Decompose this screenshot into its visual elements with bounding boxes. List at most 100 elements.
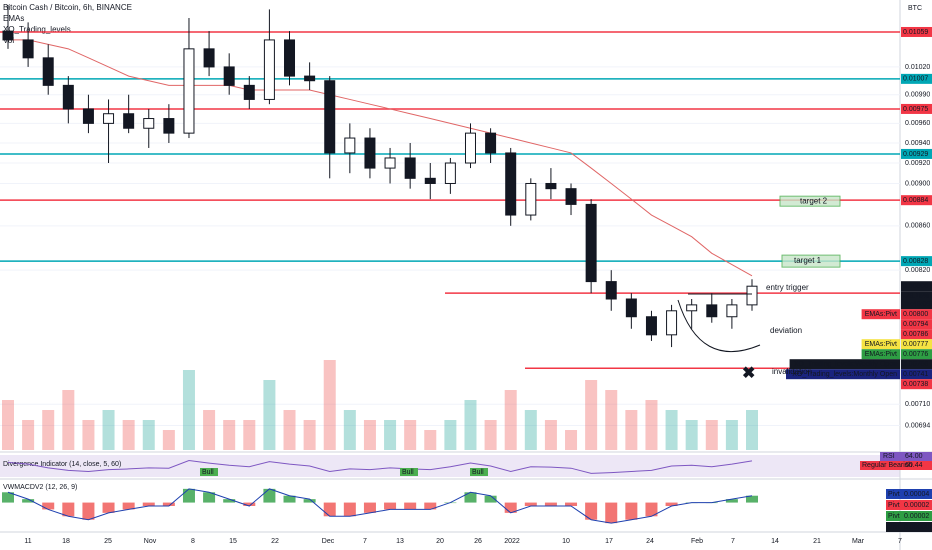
volume-bar <box>162 430 175 450</box>
price-tag-box <box>861 339 900 350</box>
candle-body <box>143 118 155 129</box>
y-tick-label: 0.00990 <box>905 92 930 99</box>
price-label-box <box>901 319 932 330</box>
volume-bar <box>645 400 658 450</box>
x-tick-label: 22 <box>271 538 279 545</box>
price-label: 0.01059 <box>903 29 928 36</box>
price-label: 0.00741 <box>903 371 928 378</box>
volume-bar <box>142 420 155 450</box>
candle-body <box>183 48 195 134</box>
candle-body <box>243 84 255 100</box>
legend-item: Vol <box>3 36 14 45</box>
macd-bar <box>524 502 537 506</box>
x-tick-label: 20 <box>436 538 444 545</box>
candle-body <box>666 310 678 336</box>
x-tick-label: 17 <box>605 538 613 545</box>
annotation: entry trigger <box>766 283 809 292</box>
rsi-title: Divergence Indicator (14, close, 5, 60) <box>3 461 121 468</box>
rsi-line <box>7 459 753 474</box>
price-label: 0.00738 <box>903 381 928 388</box>
volume-bar <box>384 420 397 450</box>
rsi-band <box>0 455 900 477</box>
y-tick-label: 0.01020 <box>905 64 930 71</box>
x-tick-label: Feb <box>691 538 703 545</box>
macd-tag: Pivt <box>888 502 900 509</box>
price-label: 0.00884 <box>903 197 928 204</box>
candle-body <box>726 304 738 318</box>
macd-label: 0.00004 <box>904 491 929 498</box>
x-tick-label: 8 <box>191 538 195 545</box>
candle-body <box>625 298 637 318</box>
price-label-box <box>901 256 932 267</box>
price-label-box <box>901 148 932 159</box>
volume-bar <box>343 410 356 450</box>
price-label-box <box>901 26 932 37</box>
bull-tag: Bull <box>202 469 214 476</box>
volume-bar <box>303 420 316 450</box>
price-label: 0.00929 <box>903 151 928 158</box>
bull-tag: Bull <box>402 469 414 476</box>
y-tick-label: 0.00820 <box>905 267 930 274</box>
macd-label: 0.00002 <box>904 513 929 520</box>
candle-body <box>62 84 74 110</box>
candle-body <box>384 157 396 169</box>
macd-title: VWMACDV2 (12, 26, 9) <box>3 484 77 491</box>
macd-bar <box>565 502 578 506</box>
x-tick-label: 13 <box>396 538 404 545</box>
macd-label-box <box>886 511 932 521</box>
x-tick-label: Dec <box>322 538 335 545</box>
ema-line <box>8 39 753 277</box>
candle-body <box>364 137 376 169</box>
volume-bar <box>725 420 738 450</box>
price-label-box <box>901 73 932 84</box>
macd-bar <box>82 502 95 520</box>
macd-bar <box>424 502 437 510</box>
macd-bar <box>746 495 758 503</box>
price-tag-box <box>786 369 900 380</box>
volume-bar <box>585 380 598 450</box>
annotation: deviation <box>770 326 802 335</box>
macd-bar <box>162 502 175 506</box>
candle-body <box>223 66 235 86</box>
candle-body <box>706 304 718 318</box>
legend-item: EMAs <box>3 14 24 23</box>
rsi-label: RSI <box>883 453 895 460</box>
price-tag-box <box>861 349 900 360</box>
macd-tag: Pivt <box>888 513 900 520</box>
candle-body <box>645 316 657 336</box>
x-tick-label: 25 <box>104 538 112 545</box>
x-tick-label: 14 <box>771 538 779 545</box>
candle-body <box>284 39 296 77</box>
volume-bar <box>82 420 95 450</box>
price-tag-box <box>789 359 900 370</box>
macd-bar <box>2 492 14 503</box>
candle-body <box>103 113 115 124</box>
candle-body <box>203 48 215 68</box>
y-tick-label: 0.00920 <box>905 160 930 167</box>
macd-bar <box>243 502 256 506</box>
x-tick-label: 7 <box>898 538 902 545</box>
macd-tag: Pivt <box>888 491 900 498</box>
candle-body <box>525 182 537 216</box>
x-tick-label: 10 <box>562 538 570 545</box>
volume-bar <box>363 420 376 450</box>
rsi-value: 64.00 <box>905 453 923 460</box>
macd-bar <box>62 502 75 517</box>
price-label: 0.00800 <box>903 311 928 318</box>
chart-title: Bitcoin Cash / Bitcoin, 6h, BINANCE <box>3 3 132 12</box>
annotation: target 1 <box>794 256 822 265</box>
candle-body <box>565 188 577 205</box>
price-tag: EMAs:Pivt <box>865 351 897 358</box>
candle-body <box>444 162 456 184</box>
price-tag: EMAs:Pivt <box>865 341 897 348</box>
macd-bar <box>223 499 236 503</box>
candle-body <box>344 137 356 154</box>
candle-body <box>263 39 275 100</box>
volume-bar <box>685 420 698 450</box>
volume-bar <box>746 410 758 450</box>
volume-bar <box>504 390 517 450</box>
volume-bar <box>182 370 195 450</box>
bearish-box <box>860 461 932 470</box>
price-label: 0.00786 <box>903 331 928 338</box>
macd-bar <box>203 492 216 503</box>
